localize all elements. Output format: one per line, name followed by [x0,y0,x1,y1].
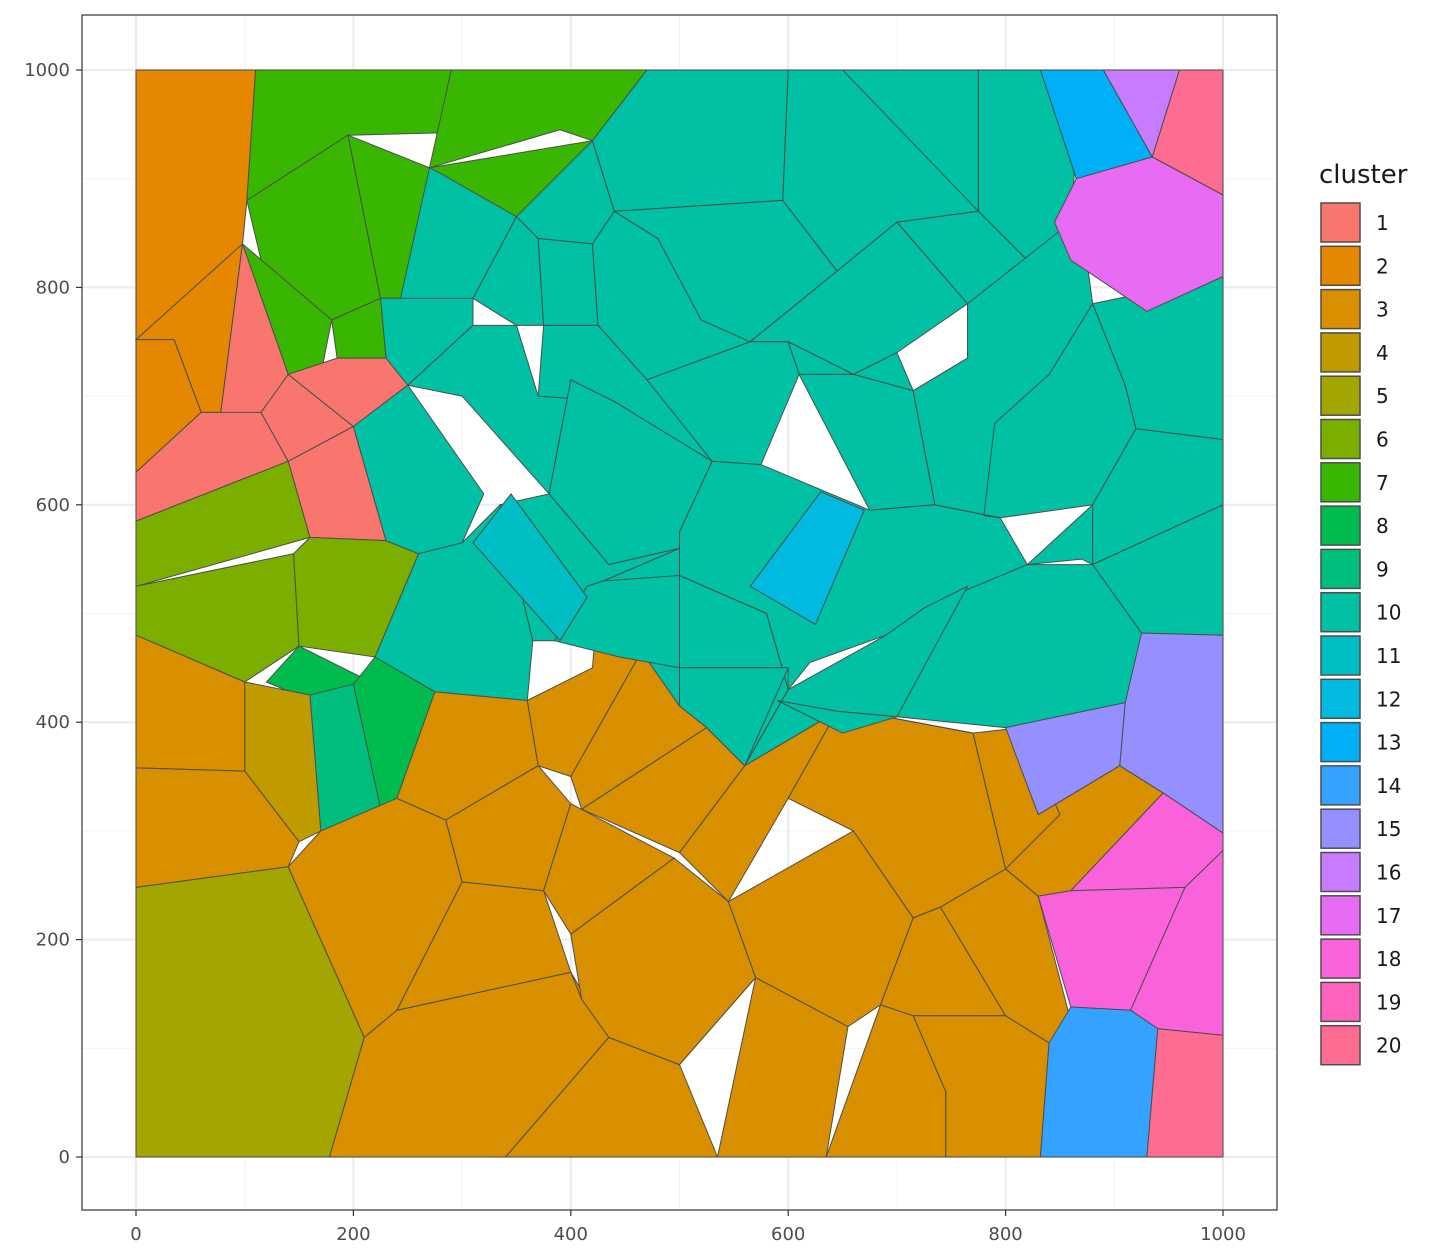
legend-label-5: 5 [1376,384,1389,408]
cell-cluster-10 [912,221,1094,519]
cell-cluster-10 [777,700,898,734]
legend-label-7: 7 [1376,471,1389,495]
legend-key-7 [1320,462,1361,503]
cell-cluster-20 [1146,1028,1224,1158]
legend-key-12 [1320,678,1361,720]
legend-label-16: 16 [1376,861,1401,885]
legend-key-19 [1320,981,1361,1023]
legend-label-20: 20 [1376,1034,1401,1058]
voronoi-cells [134,69,1224,1158]
y-tick-label: 200 [36,930,70,951]
legend-label-1: 1 [1376,211,1389,235]
legend-label-12: 12 [1376,687,1401,711]
legend-key-5 [1320,375,1361,416]
legend-key-6 [1320,418,1361,460]
legend-title: cluster [1319,160,1408,190]
y-tick-label: 1000 [24,60,70,81]
legend-key-11 [1320,635,1361,676]
plot-panel-border [81,14,1278,1211]
cell-cluster-10 [537,237,599,326]
legend-key-3 [1320,288,1361,330]
legend-label-8: 8 [1376,514,1389,538]
x-tick-label: 0 [130,1224,141,1245]
legend-label-4: 4 [1376,341,1389,365]
legend-label-15: 15 [1376,817,1401,841]
cell-cluster-17 [1053,156,1224,312]
cell-cluster-15 [1004,701,1126,816]
legend-label-6: 6 [1376,428,1389,452]
legend-key-20 [1320,1024,1361,1066]
legend-label-14: 14 [1376,774,1401,798]
x-tick-label: 200 [336,1224,370,1245]
legend-key-8 [1320,505,1361,546]
y-axis: 0 200 400 600 800 1000 [24,60,82,1168]
x-tick-label: 800 [988,1224,1022,1245]
cell-cluster-11 [472,493,588,642]
legend-key-4 [1320,332,1361,373]
legend-label-3: 3 [1376,298,1389,322]
x-axis: 0 200 400 600 800 1000 [130,1210,1246,1245]
legend-label-18: 18 [1376,947,1401,971]
legend-key-1 [1320,202,1361,243]
cell-cluster-14 [1039,1006,1159,1158]
legend-key-9 [1320,548,1361,590]
y-tick-label: 400 [36,712,70,733]
legend-label-9: 9 [1376,557,1389,581]
legend-key-2 [1320,245,1361,287]
cell-cluster-3 [570,857,757,1066]
legend-label-10: 10 [1376,601,1401,625]
legend-label-2: 2 [1376,254,1389,278]
legend-label-19: 19 [1376,990,1401,1014]
y-tick-label: 0 [59,1147,70,1168]
legend-label-11: 11 [1376,644,1401,668]
x-tick-label: 600 [771,1224,805,1245]
legend-key-14 [1320,765,1361,806]
x-tick-label: 1000 [1200,1224,1246,1245]
legend-label-17: 17 [1376,904,1401,928]
cell-cluster-12 [749,491,865,626]
cell-cluster-3 [135,767,300,888]
y-tick-label: 600 [36,495,70,516]
legend-key-17 [1320,895,1361,936]
legend-key-18 [1320,938,1361,979]
legend-key-16 [1320,851,1361,893]
cell-cluster-6 [135,553,300,683]
x-tick-label: 400 [554,1224,588,1245]
cell-cluster-10 [679,667,789,767]
legend-label-13: 13 [1376,731,1401,755]
legend-key-10 [1320,591,1361,633]
legend-key-15 [1320,808,1361,849]
legend-key-13 [1320,721,1361,763]
y-tick-label: 800 [36,277,70,298]
cell-cluster-10 [743,585,969,768]
